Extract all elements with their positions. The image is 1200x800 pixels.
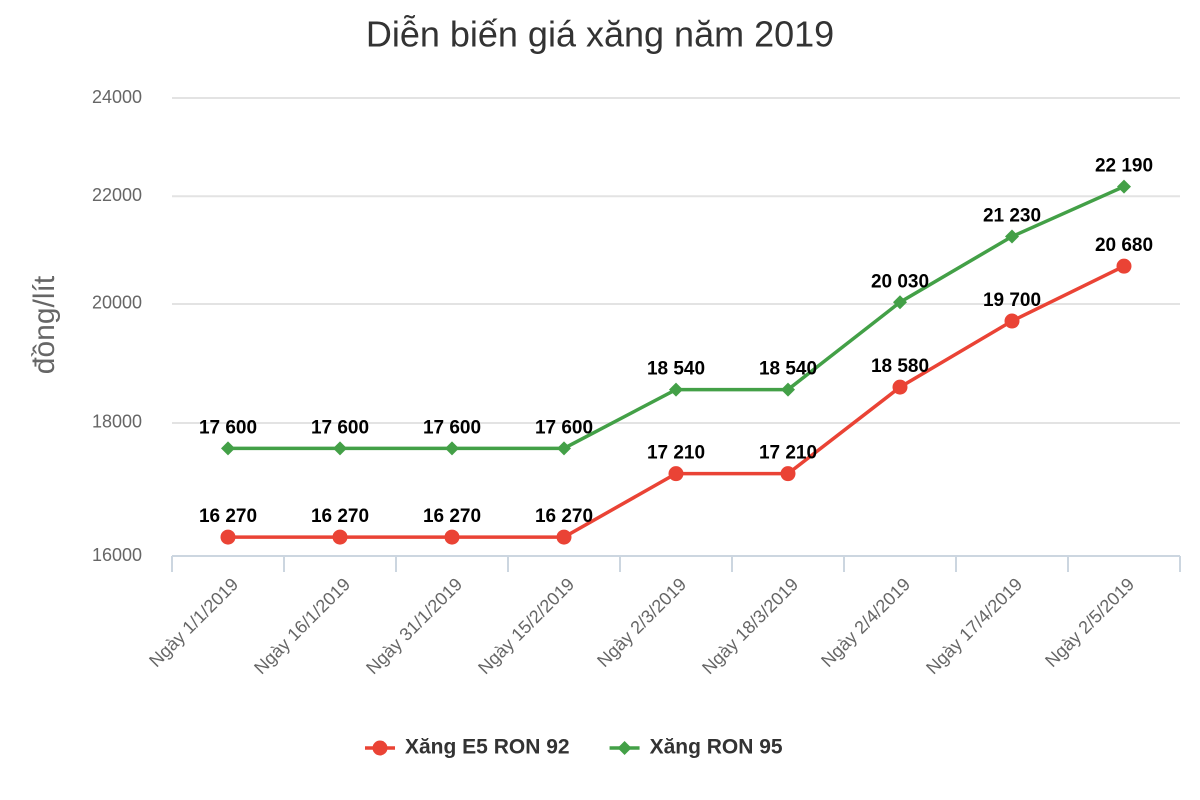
data-label: 17 210 [759, 443, 817, 464]
point [892, 379, 908, 395]
point [332, 529, 348, 545]
data-label: 17 600 [535, 417, 593, 438]
data-label: 20 680 [1095, 235, 1153, 256]
chart-title: Diễn biến giá xăng năm 2019 [366, 14, 834, 55]
data-label: 18 540 [647, 359, 705, 380]
y-tick-label: 16000 [92, 545, 142, 565]
legend-label: Xăng E5 RON 92 [405, 736, 570, 759]
point [669, 382, 683, 397]
point [1004, 313, 1020, 329]
legend-marker [617, 741, 632, 755]
point [333, 441, 347, 456]
x-tick-label: Ngày 2/4/2019 [817, 574, 914, 671]
point [557, 441, 571, 456]
data-label: 22 190 [1095, 156, 1153, 177]
data-label: 18 540 [759, 359, 817, 380]
data-label: 19 700 [983, 290, 1041, 311]
data-label: 17 600 [311, 417, 369, 438]
y-tick-label: 20000 [92, 293, 142, 313]
point [893, 295, 907, 310]
data-label: 16 270 [199, 506, 257, 527]
data-label: 17 600 [199, 417, 257, 438]
data-label: 16 270 [423, 506, 481, 527]
point [780, 466, 796, 482]
x-tick-label: Ngày 17/4/2019 [922, 574, 1026, 678]
point [1117, 179, 1131, 194]
x-tick-label: Ngày 2/3/2019 [593, 574, 690, 671]
point [1005, 229, 1019, 244]
legend-marker [372, 740, 388, 756]
y-tick-label: 18000 [92, 412, 142, 432]
data-label: 18 580 [871, 356, 929, 377]
y-tick-label: 24000 [92, 87, 142, 107]
data-label: 16 270 [535, 506, 593, 527]
data-label: 16 270 [311, 506, 369, 527]
x-tick-label: Ngày 15/2/2019 [474, 574, 578, 678]
point [668, 466, 684, 482]
x-tick-label: Ngày 31/1/2019 [362, 574, 466, 678]
point [444, 529, 460, 545]
data-label: 17 210 [647, 443, 705, 464]
y-tick-label: 22000 [92, 185, 142, 205]
point [556, 529, 572, 545]
point [220, 529, 236, 545]
y-axis-label: đồng/lít [28, 275, 61, 374]
x-tick-label: Ngày 16/1/2019 [250, 574, 354, 678]
point [445, 441, 459, 456]
point [1116, 258, 1132, 274]
legend-label: Xăng RON 95 [650, 736, 783, 759]
data-label: 20 030 [871, 271, 929, 292]
point [221, 441, 235, 456]
point [781, 382, 795, 397]
x-tick-label: Ngày 2/5/2019 [1041, 574, 1138, 671]
x-tick-label: Ngày 18/3/2019 [698, 574, 802, 678]
data-label: 21 230 [983, 206, 1041, 227]
data-label: 17 600 [423, 417, 481, 438]
x-tick-label: Ngày 1/1/2019 [145, 574, 242, 671]
